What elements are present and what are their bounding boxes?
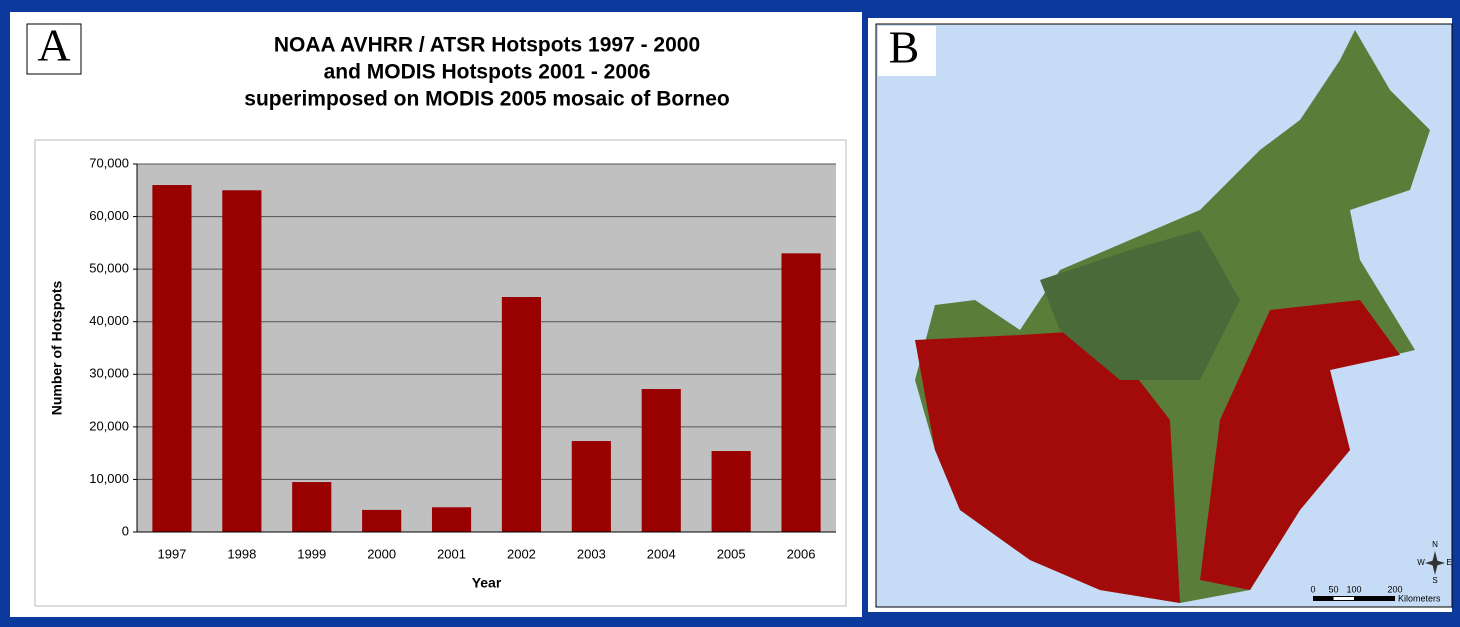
- x-tick-label: 2003: [577, 546, 606, 561]
- panel-label: A: [37, 20, 70, 71]
- figure: A NOAA AVHRR / ATSR Hotspots 1997 - 2000…: [0, 0, 1460, 627]
- x-tick-label: 2001: [437, 546, 466, 561]
- bar: [362, 510, 401, 532]
- bar: [222, 190, 261, 532]
- scale-label: 0: [1310, 584, 1315, 594]
- compass-label: W: [1417, 558, 1425, 567]
- x-tick-label: 2005: [717, 546, 746, 561]
- chart-title: and MODIS Hotspots 2001 - 2006: [324, 61, 651, 84]
- x-tick-label: 1998: [227, 546, 256, 561]
- bar: [292, 482, 331, 532]
- y-tick-label: 20,000: [89, 418, 129, 433]
- bar: [781, 253, 820, 532]
- bar: [572, 441, 611, 532]
- y-tick-label: 70,000: [89, 155, 129, 170]
- x-tick-label: 1999: [297, 546, 326, 561]
- compass-label: E: [1446, 558, 1451, 567]
- x-tick-label: 2000: [367, 546, 396, 561]
- y-tick-label: 60,000: [89, 208, 129, 223]
- y-tick-label: 40,000: [89, 313, 129, 328]
- page: A NOAA AVHRR / ATSR Hotspots 1997 - 2000…: [0, 0, 1460, 627]
- scale-unit: Kilometers: [1398, 593, 1441, 603]
- y-tick-label: 10,000: [89, 471, 129, 486]
- y-axis-label: Number of Hotspots: [49, 281, 65, 416]
- x-axis-label: Year: [472, 575, 502, 591]
- x-tick-label: 2006: [787, 546, 816, 561]
- chart-title: NOAA AVHRR / ATSR Hotspots 1997 - 2000: [274, 34, 700, 57]
- x-tick-label: 1997: [157, 546, 186, 561]
- scale-label: 100: [1346, 584, 1361, 594]
- y-tick-label: 50,000: [89, 261, 129, 276]
- bar: [152, 185, 191, 532]
- x-tick-label: 2002: [507, 546, 536, 561]
- scale-label: 50: [1328, 584, 1338, 594]
- x-tick-label: 2004: [647, 546, 676, 561]
- scale-bar: [1334, 597, 1355, 600]
- bar: [432, 507, 471, 532]
- compass-label: N: [1432, 540, 1438, 549]
- bar: [642, 389, 681, 532]
- panel-label: B: [889, 22, 920, 73]
- compass-label: S: [1432, 576, 1437, 585]
- bar: [712, 451, 751, 532]
- chart-title: superimposed on MODIS 2005 mosaic of Bor…: [244, 88, 729, 111]
- bar: [502, 297, 541, 532]
- y-tick-label: 30,000: [89, 366, 129, 381]
- y-tick-label: 0: [122, 523, 129, 538]
